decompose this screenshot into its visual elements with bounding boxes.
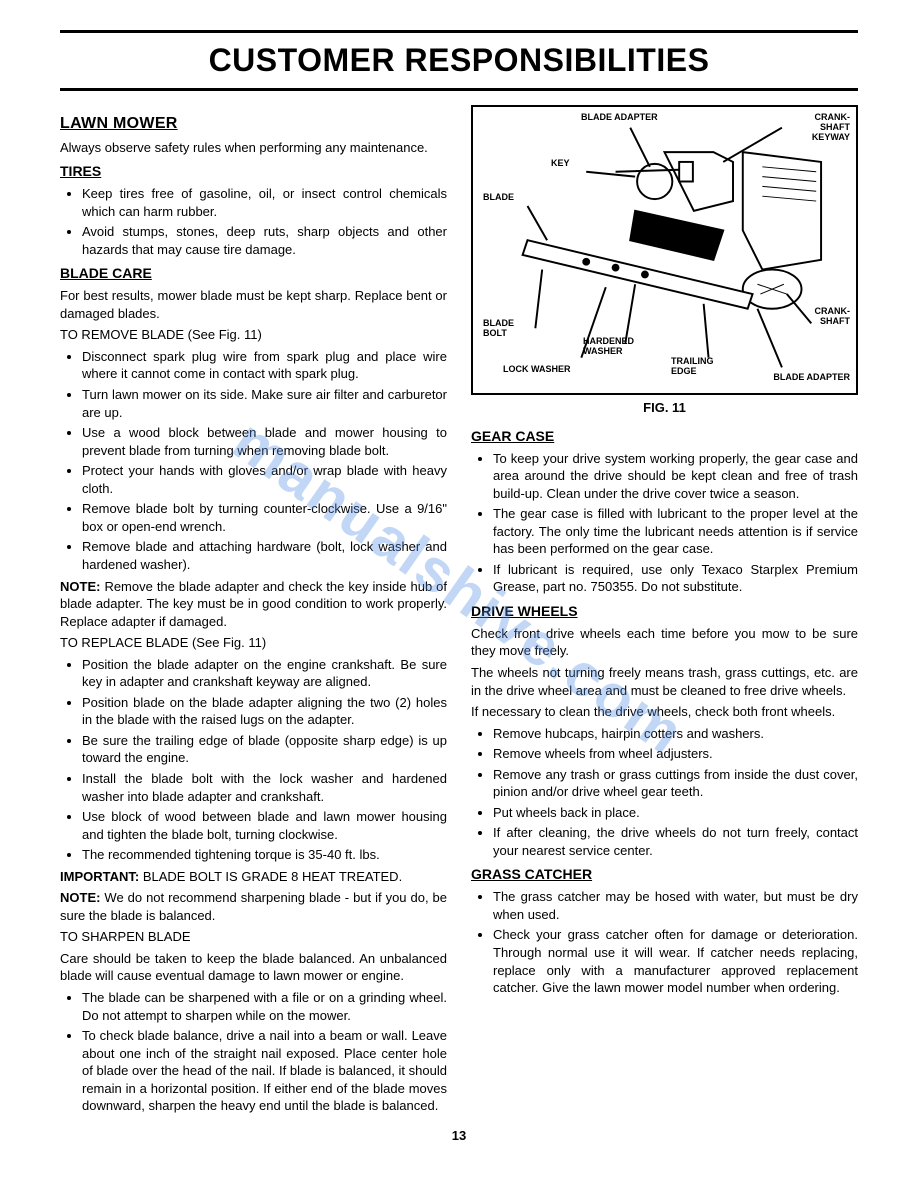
list-item: Remove hubcaps, hairpin cotters and wash… [493, 725, 858, 743]
grass-catcher-list: The grass catcher may be hosed with wate… [471, 888, 858, 996]
list-item: Use block of wood between blade and lawn… [82, 808, 447, 843]
list-item: Use a wood block between blade and mower… [82, 424, 447, 459]
heading-lawn-mower: LAWN MOWER [60, 113, 447, 135]
fig-label-blade: BLADE [483, 193, 514, 203]
list-item: Remove blade and attaching hardware (bol… [82, 538, 447, 573]
heading-blade-care: BLADE CARE [60, 264, 447, 283]
blade-intro: For best results, mower blade must be ke… [60, 287, 447, 322]
left-column: LAWN MOWER Always observe safety rules w… [60, 105, 447, 1119]
fig-label-crank-keyway: CRANK-SHAFT KEYWAY [790, 113, 850, 143]
list-item: The recommended tightening torque is 35-… [82, 846, 447, 864]
list-item: If after cleaning, the drive wheels do n… [493, 824, 858, 859]
list-item: Position blade on the blade adapter alig… [82, 694, 447, 729]
note-text: We do not recommend sharpening blade - b… [60, 890, 447, 923]
fig-label-blade-adapter-b: BLADE ADAPTER [773, 373, 850, 383]
remove-blade-title: TO REMOVE BLADE (See Fig. 11) [60, 326, 447, 344]
figure-11: BLADE ADAPTER CRANK-SHAFT KEYWAY KEY BLA… [471, 105, 858, 395]
lawn-intro: Always observe safety rules when perform… [60, 139, 447, 157]
list-item: Remove wheels from wheel adjusters. [493, 745, 858, 763]
fig-label-lock-washer: LOCK WASHER [503, 365, 571, 375]
important-line: IMPORTANT: BLADE BOLT IS GRADE 8 HEAT TR… [60, 868, 447, 886]
remove-blade-list: Disconnect spark plug wire from spark pl… [60, 348, 447, 574]
list-item: Position the blade adapter on the engine… [82, 656, 447, 691]
replace-blade-title: TO REPLACE BLADE (See Fig. 11) [60, 634, 447, 652]
sharpen-list: The blade can be sharpened with a file o… [60, 989, 447, 1115]
list-item: Put wheels back in place. [493, 804, 858, 822]
gear-case-list: To keep your drive system working proper… [471, 450, 858, 596]
list-item: Check your grass catcher often for damag… [493, 926, 858, 996]
dw-p1: Check front drive wheels each time befor… [471, 625, 858, 660]
list-item: The blade can be sharpened with a file o… [82, 989, 447, 1024]
right-column: BLADE ADAPTER CRANK-SHAFT KEYWAY KEY BLA… [471, 105, 858, 1119]
drive-wheels-list: Remove hubcaps, hairpin cotters and wash… [471, 725, 858, 860]
heading-gear-case: GEAR CASE [471, 427, 858, 446]
list-item: Turn lawn mower on its side. Make sure a… [82, 386, 447, 421]
columns: LAWN MOWER Always observe safety rules w… [60, 105, 858, 1119]
fig-label-crank-shaft: CRANK-SHAFT [800, 307, 850, 327]
heading-drive-wheels: DRIVE WHEELS [471, 602, 858, 621]
fig-label-blade-adapter: BLADE ADAPTER [581, 113, 658, 123]
sharpen-intro: Care should be taken to keep the blade b… [60, 950, 447, 985]
fig-caption: FIG. 11 [471, 399, 858, 417]
list-item: To check blade balance, drive a nail int… [82, 1027, 447, 1115]
page-number: 13 [60, 1127, 858, 1145]
list-item: Protect your hands with gloves and/or wr… [82, 462, 447, 497]
tires-list: Keep tires free of gasoline, oil, or ins… [60, 185, 447, 258]
fig-label-hardened-washer: HARDENED WASHER [583, 337, 643, 357]
list-item: The grass catcher may be hosed with wate… [493, 888, 858, 923]
note-label: NOTE: [60, 579, 100, 594]
page-title: CUSTOMER RESPONSIBILITIES [60, 30, 858, 91]
sharpen-title: TO SHARPEN BLADE [60, 928, 447, 946]
list-item: Avoid stumps, stones, deep ruts, sharp o… [82, 223, 447, 258]
note-1: NOTE: Remove the blade adapter and check… [60, 578, 447, 631]
dw-p2: The wheels not turning freely means tras… [471, 664, 858, 699]
list-item: Be sure the trailing edge of blade (oppo… [82, 732, 447, 767]
list-item: Keep tires free of gasoline, oil, or ins… [82, 185, 447, 220]
list-item: If lubricant is required, use only Texac… [493, 561, 858, 596]
replace-blade-list: Position the blade adapter on the engine… [60, 656, 447, 864]
fig-label-trailing-edge: TRAILING EDGE [671, 357, 726, 377]
heading-grass-catcher: GRASS CATCHER [471, 865, 858, 884]
list-item: Disconnect spark plug wire from spark pl… [82, 348, 447, 383]
fig-label-key: KEY [551, 159, 570, 169]
important-label: IMPORTANT: [60, 869, 139, 884]
dw-p3: If necessary to clean the drive wheels, … [471, 703, 858, 721]
note-2: NOTE: We do not recommend sharpening bla… [60, 889, 447, 924]
list-item: The gear case is filled with lubricant t… [493, 505, 858, 558]
page: manualshive.com CUSTOMER RESPONSIBILITIE… [0, 0, 918, 1174]
heading-tires: TIRES [60, 162, 447, 181]
list-item: To keep your drive system working proper… [493, 450, 858, 503]
note-text: Remove the blade adapter and check the k… [60, 579, 447, 629]
note-label: NOTE: [60, 890, 100, 905]
list-item: Install the blade bolt with the lock was… [82, 770, 447, 805]
list-item: Remove blade bolt by turning counter-clo… [82, 500, 447, 535]
important-text: BLADE BOLT IS GRADE 8 HEAT TREATED. [143, 869, 402, 884]
fig-label-blade-bolt: BLADE BOLT [483, 319, 523, 339]
diagram-svg [479, 113, 850, 387]
list-item: Remove any trash or grass cuttings from … [493, 766, 858, 801]
